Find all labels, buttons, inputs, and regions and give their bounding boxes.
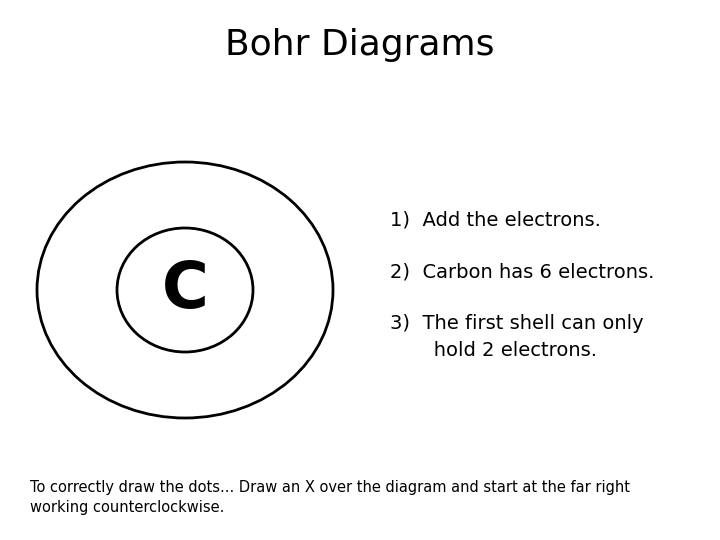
Text: C: C: [161, 259, 208, 321]
Ellipse shape: [117, 228, 253, 352]
Text: To correctly draw the dots... Draw an X over the diagram and start at the far ri: To correctly draw the dots... Draw an X …: [30, 480, 630, 515]
Text: 3)  The first shell can only
       hold 2 electrons.: 3) The first shell can only hold 2 elect…: [390, 314, 644, 360]
Text: Bohr Diagrams: Bohr Diagrams: [225, 28, 495, 62]
Text: 1)  Add the electrons.: 1) Add the electrons.: [390, 210, 601, 229]
Text: 2)  Carbon has 6 electrons.: 2) Carbon has 6 electrons.: [390, 262, 654, 281]
